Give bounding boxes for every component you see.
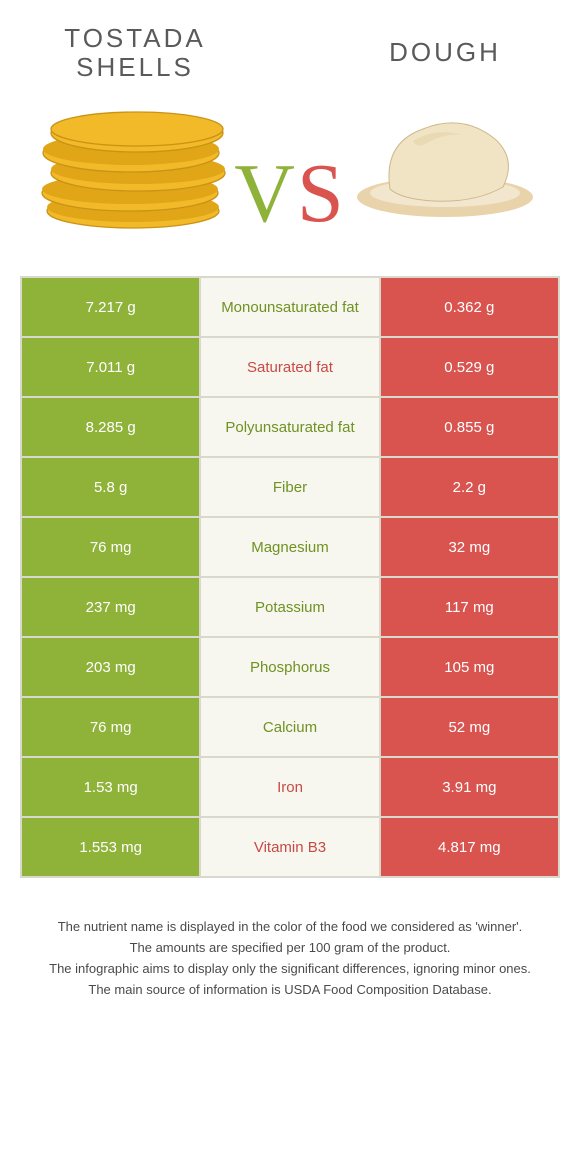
left-value-cell: 5.8 g <box>22 458 199 516</box>
table-row: 76 mgCalcium52 mg <box>22 698 558 756</box>
left-value-cell: 7.011 g <box>22 338 199 396</box>
nutrient-label-cell: Monounsaturated fat <box>201 278 378 336</box>
footnote-line: The nutrient name is displayed in the co… <box>30 918 550 937</box>
table-row: 203 mgPhosphorus105 mg <box>22 638 558 696</box>
dough-icon <box>345 85 545 225</box>
nutrient-label-cell: Phosphorus <box>201 638 378 696</box>
left-food-block: Tostada shells <box>20 24 250 239</box>
left-food-title: Tostada shells <box>20 24 250 81</box>
left-value-cell: 7.217 g <box>22 278 199 336</box>
right-value-cell: 0.362 g <box>381 278 558 336</box>
table-row: 5.8 gFiber2.2 g <box>22 458 558 516</box>
right-value-cell: 2.2 g <box>381 458 558 516</box>
left-value-cell: 1.53 mg <box>22 758 199 816</box>
right-food-block: Dough <box>330 24 560 225</box>
right-value-cell: 0.855 g <box>381 398 558 456</box>
left-value-cell: 237 mg <box>22 578 199 636</box>
nutrient-table: 7.217 gMonounsaturated fat0.362 g7.011 g… <box>20 276 560 878</box>
nutrient-label-cell: Calcium <box>201 698 378 756</box>
table-row: 8.285 gPolyunsaturated fat0.855 g <box>22 398 558 456</box>
footnote-line: The infographic aims to display only the… <box>30 960 550 979</box>
right-value-cell: 32 mg <box>381 518 558 576</box>
nutrient-label-cell: Potassium <box>201 578 378 636</box>
nutrient-label-cell: Iron <box>201 758 378 816</box>
right-value-cell: 0.529 g <box>381 338 558 396</box>
footnote-line: The amounts are specified per 100 gram o… <box>30 939 550 958</box>
comparison-header: Tostada shells VS Dough <box>0 0 580 260</box>
nutrient-label-cell: Fiber <box>201 458 378 516</box>
left-value-cell: 76 mg <box>22 518 199 576</box>
vs-label: VS <box>234 145 345 242</box>
vs-s: S <box>297 147 346 240</box>
left-value-cell: 76 mg <box>22 698 199 756</box>
left-value-cell: 1.553 mg <box>22 818 199 876</box>
table-row: 237 mgPotassium117 mg <box>22 578 558 636</box>
right-value-cell: 3.91 mg <box>381 758 558 816</box>
table-row: 7.217 gMonounsaturated fat0.362 g <box>22 278 558 336</box>
footnote-line: The main source of information is USDA F… <box>30 981 550 1000</box>
table-row: 7.011 gSaturated fat0.529 g <box>22 338 558 396</box>
footnotes: The nutrient name is displayed in the co… <box>0 878 580 999</box>
nutrient-table-wrap: 7.217 gMonounsaturated fat0.362 g7.011 g… <box>0 260 580 878</box>
left-value-cell: 203 mg <box>22 638 199 696</box>
nutrient-label-cell: Magnesium <box>201 518 378 576</box>
right-value-cell: 117 mg <box>381 578 558 636</box>
right-value-cell: 105 mg <box>381 638 558 696</box>
tostada-shells-icon <box>35 99 235 239</box>
table-row: 1.553 mgVitamin B34.817 mg <box>22 818 558 876</box>
nutrient-label-cell: Vitamin B3 <box>201 818 378 876</box>
right-value-cell: 4.817 mg <box>381 818 558 876</box>
nutrient-label-cell: Saturated fat <box>201 338 378 396</box>
table-row: 76 mgMagnesium32 mg <box>22 518 558 576</box>
right-food-title: Dough <box>389 38 501 67</box>
right-value-cell: 52 mg <box>381 698 558 756</box>
left-value-cell: 8.285 g <box>22 398 199 456</box>
table-row: 1.53 mgIron3.91 mg <box>22 758 558 816</box>
vs-v: V <box>234 147 297 240</box>
nutrient-label-cell: Polyunsaturated fat <box>201 398 378 456</box>
